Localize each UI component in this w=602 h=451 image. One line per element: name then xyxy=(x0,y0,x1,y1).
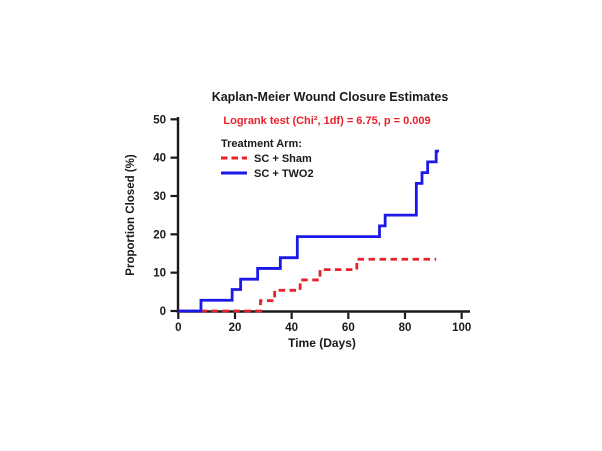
legend-item-sham: SC + Sham xyxy=(221,153,312,165)
y-tick-label: 20 xyxy=(153,229,166,241)
y-tick-label: 0 xyxy=(160,306,166,318)
legend-item-two2-label: SC + TWO2 xyxy=(254,168,314,180)
x-tick-label: 20 xyxy=(229,322,242,334)
km-curve-sham xyxy=(178,257,437,313)
y-axis-title: Proportion Closed (%) xyxy=(125,154,137,276)
x-tick-label: 100 xyxy=(452,322,471,334)
x-tick-label: 60 xyxy=(342,322,355,334)
legend-item-two2: SC + TWO2 xyxy=(221,168,314,180)
x-tick-label: 40 xyxy=(285,322,298,334)
legend: Treatment Arm: SC + Sham SC + TWO2 xyxy=(221,138,314,180)
y-tick-label: 30 xyxy=(153,191,166,203)
km-curves xyxy=(178,149,439,313)
km-curve-two2 xyxy=(178,149,439,313)
x-tick-label: 80 xyxy=(399,322,412,334)
legend-title: Treatment Arm: xyxy=(221,138,302,150)
x-axis-title: Time (Days) xyxy=(288,336,356,350)
chart-title: Kaplan-Meier Wound Closure Estimates xyxy=(212,90,449,104)
y-tick-label: 50 xyxy=(153,114,166,126)
y-tick-label: 40 xyxy=(153,153,166,165)
x-tick-label: 0 xyxy=(175,322,181,334)
legend-item-sham-label: SC + Sham xyxy=(254,153,312,165)
logrank-annotation: Logrank test (Chi², 1df) = 6.75, p = 0.0… xyxy=(223,115,430,127)
y-tick-label: 10 xyxy=(153,268,166,280)
